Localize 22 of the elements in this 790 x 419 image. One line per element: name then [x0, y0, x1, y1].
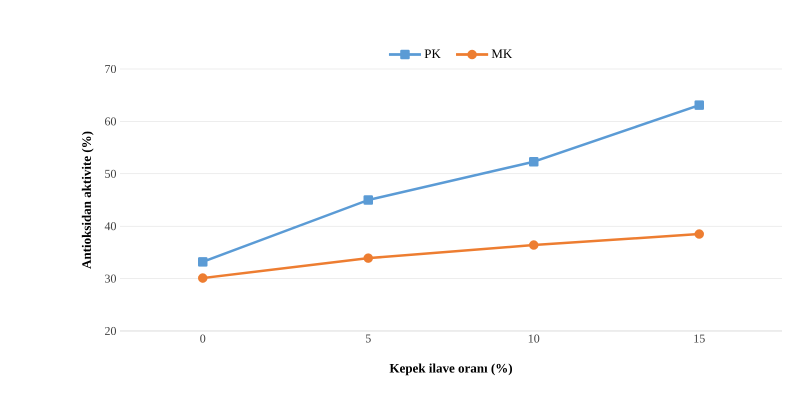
point — [694, 100, 704, 110]
y-tick-label: 70 — [105, 64, 116, 74]
x-axis-title: Kepek ilave oranı (%) — [390, 363, 512, 376]
x-tick-label: 10 — [528, 334, 540, 343]
point — [529, 240, 539, 250]
point — [529, 156, 539, 166]
x-tick-label: 0 — [200, 334, 206, 343]
y-tick-label: 60 — [104, 117, 116, 126]
y-tick-label: 30 — [105, 274, 116, 283]
y-tick-label: 40 — [104, 222, 116, 230]
point — [364, 195, 373, 205]
x-tick-label: 15 — [694, 334, 705, 343]
point — [694, 229, 704, 239]
y-tick-label: 50 — [105, 170, 116, 178]
point — [364, 253, 373, 263]
legend-label: PK — [424, 50, 441, 58]
x-tick-label: 5 — [366, 334, 371, 342]
y-tick-label: 20 — [105, 326, 116, 336]
y-axis-title: Antioksidan aktivite (%) — [82, 132, 94, 269]
point — [198, 273, 208, 283]
point — [198, 257, 208, 267]
legend-label: MK — [492, 50, 512, 58]
